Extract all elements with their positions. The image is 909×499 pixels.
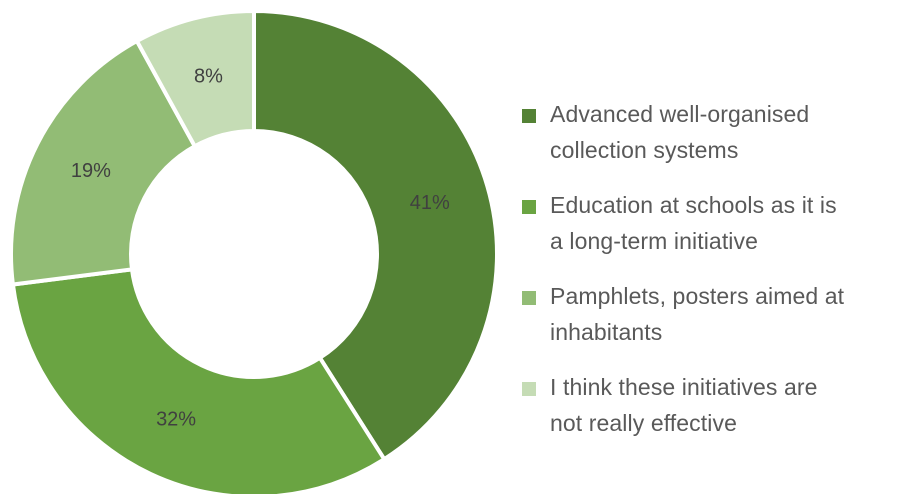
- legend-label-line: inhabitants: [550, 319, 663, 345]
- legend-label-line: I think these initiatives are: [550, 374, 818, 400]
- donut-slice-1: [252, 8, 499, 462]
- donut-svg: 41% 32% 19% 8%: [9, 8, 499, 499]
- legend: Advanced well-organised collection syste…: [522, 96, 902, 460]
- donut-slice-3: [9, 38, 198, 287]
- donut-slice-4: [134, 8, 256, 149]
- legend-swatch-advanced-collection-systems: [522, 109, 536, 123]
- legend-swatch-not-really-effective: [522, 382, 536, 396]
- legend-swatch-pamphlets-posters: [522, 291, 536, 305]
- legend-item-not-really-effective: I think these initiatives are not really…: [522, 369, 902, 441]
- legend-label-line: not really effective: [550, 410, 737, 436]
- legend-item-advanced-collection-systems: Advanced well-organised collection syste…: [522, 96, 902, 168]
- legend-label-line: collection systems: [550, 137, 739, 163]
- slice-value-label-3: 19%: [71, 160, 111, 182]
- donut-slice-2: [10, 267, 387, 499]
- slice-value-label-4: 8%: [194, 66, 223, 88]
- slice-value-label-1: 41%: [410, 192, 450, 214]
- legend-label-line: Pamphlets, posters aimed at: [550, 283, 845, 309]
- legend-item-education-at-schools: Education at schools as it is a long-ter…: [522, 187, 902, 259]
- legend-label-line: Education at schools as it is: [550, 192, 837, 218]
- slice-value-label-2: 32%: [156, 409, 196, 431]
- legend-label-line: Advanced well-organised: [550, 101, 810, 127]
- legend-item-pamphlets-posters: Pamphlets, posters aimed at inhabitants: [522, 278, 902, 350]
- legend-label-line: a long-term initiative: [550, 228, 759, 254]
- legend-swatch-education-at-schools: [522, 200, 536, 214]
